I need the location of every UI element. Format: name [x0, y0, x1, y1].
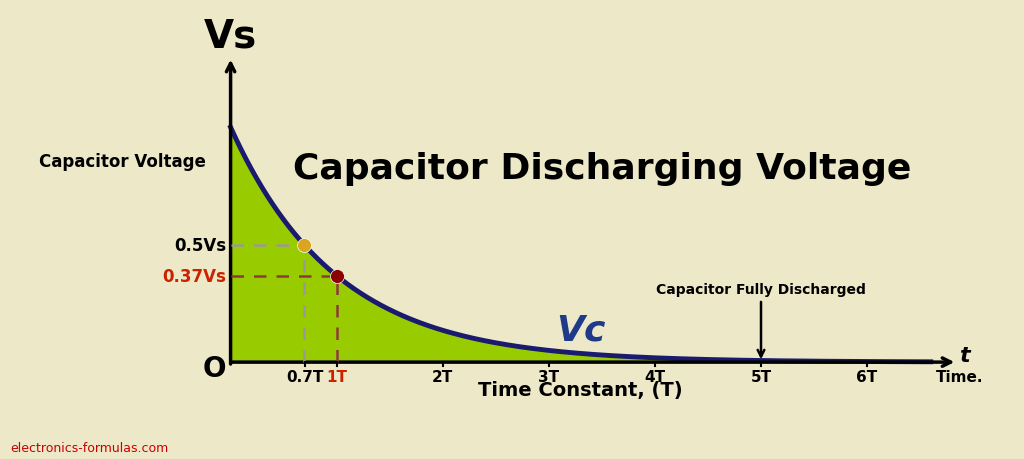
Text: electronics-formulas.com: electronics-formulas.com	[10, 442, 169, 454]
Text: Capacitor Discharging Voltage: Capacitor Discharging Voltage	[293, 151, 911, 185]
Text: 2T: 2T	[432, 369, 454, 384]
Text: Capacitor Voltage: Capacitor Voltage	[39, 152, 206, 171]
Text: Time.: Time.	[936, 369, 983, 384]
Text: 5T: 5T	[751, 369, 771, 384]
Text: 6T: 6T	[856, 369, 878, 384]
Text: Vc: Vc	[556, 313, 605, 347]
Text: O: O	[203, 354, 226, 382]
Text: 4T: 4T	[644, 369, 666, 384]
Text: 3T: 3T	[539, 369, 559, 384]
Text: Vs: Vs	[204, 17, 257, 55]
Text: 1T: 1T	[327, 369, 347, 384]
Text: t: t	[959, 345, 970, 365]
Text: Time Constant, (T): Time Constant, (T)	[478, 380, 683, 399]
Text: 0.7T: 0.7T	[286, 369, 324, 384]
Text: Capacitor Fully Discharged: Capacitor Fully Discharged	[656, 283, 866, 357]
Text: 0.37Vs: 0.37Vs	[163, 267, 226, 285]
Text: 0.5Vs: 0.5Vs	[174, 236, 226, 254]
